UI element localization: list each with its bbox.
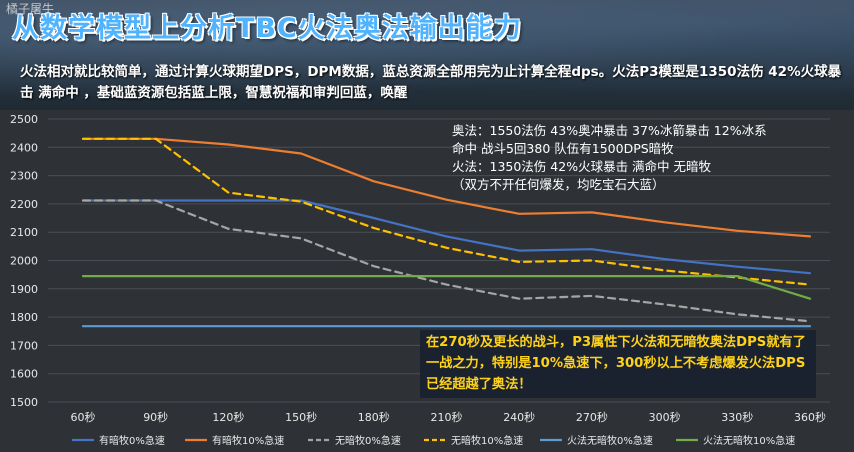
- y-tick-label: 2100: [10, 226, 38, 239]
- page-title: 从数学模型上分析TBC火法奥法输出能力: [12, 13, 522, 44]
- legend-label: 无暗牧0%急速: [335, 434, 401, 447]
- x-tick-label: 300秒: [649, 410, 681, 424]
- watermark: 橘子屠牛: [6, 2, 55, 16]
- conclusion-callout: 在270秒及更长的战斗，P3属性下火法和无暗牧奥法DPS就有了一战之力，特别是1…: [420, 330, 816, 398]
- y-tick-label: 1500: [10, 396, 38, 409]
- y-tick-label: 2200: [10, 198, 38, 211]
- series-line-5: [81, 275, 812, 300]
- series-line-0: [81, 199, 812, 275]
- x-tick-label: 210秒: [431, 410, 463, 424]
- legend-label: 无暗牧10%急速: [451, 434, 523, 447]
- y-tick-label: 2000: [10, 255, 38, 268]
- y-tick-label: 1800: [10, 311, 38, 324]
- series-line-3: [81, 137, 812, 286]
- y-tick-label: 2300: [10, 170, 38, 183]
- legend-label: 火法无暗牧10%急速: [703, 434, 795, 447]
- x-tick-label: 180秒: [358, 410, 390, 424]
- info-line-arcane-2: 命中 战斗5回380 队伍有1500DPS暗牧: [452, 141, 674, 156]
- y-tick-label: 1700: [10, 339, 38, 352]
- legend-label: 有暗牧10%急速: [212, 434, 284, 447]
- x-tick-label: 150秒: [285, 410, 317, 424]
- info-line-fire: 火法：1350法伤 42%火球暴击 满命中 无暗牧: [452, 159, 712, 174]
- header-background: [0, 0, 854, 110]
- series-line-2: [81, 199, 812, 323]
- y-tick-label: 2400: [10, 141, 38, 154]
- x-tick-label: 240秒: [503, 410, 535, 424]
- legend-label: 火法无暗牧0%急速: [567, 434, 653, 447]
- legend-label: 有暗牧0%急速: [99, 434, 165, 447]
- x-tick-label: 330秒: [721, 410, 753, 424]
- info-line-note: （双方不开任何爆发，均吃宝石大蓝）: [452, 177, 665, 192]
- y-tick-label: 2500: [10, 113, 38, 126]
- y-tick-label: 1600: [10, 368, 38, 381]
- stats-info-box: 奥法：1550法伤 43%奥冲暴击 37%冰箭暴击 12%冰系 命中 战斗5回3…: [452, 122, 848, 194]
- x-tick-label: 60秒: [71, 410, 96, 424]
- series-line-1: [81, 137, 812, 238]
- x-tick-label: 90秒: [143, 410, 168, 424]
- x-tick-label: 360秒: [794, 410, 826, 424]
- info-line-arcane-1: 奥法：1550法伤 43%奥冲暴击 37%冰箭暴击 12%冰系: [452, 123, 767, 138]
- y-tick-label: 1900: [10, 283, 38, 296]
- x-tick-label: 120秒: [212, 410, 244, 424]
- page-subtitle: 火法相对就比较简单，通过计算火球期望DPS，DPM数据，蓝总资源全部用完为止计算…: [20, 64, 842, 101]
- x-tick-label: 270秒: [576, 410, 608, 424]
